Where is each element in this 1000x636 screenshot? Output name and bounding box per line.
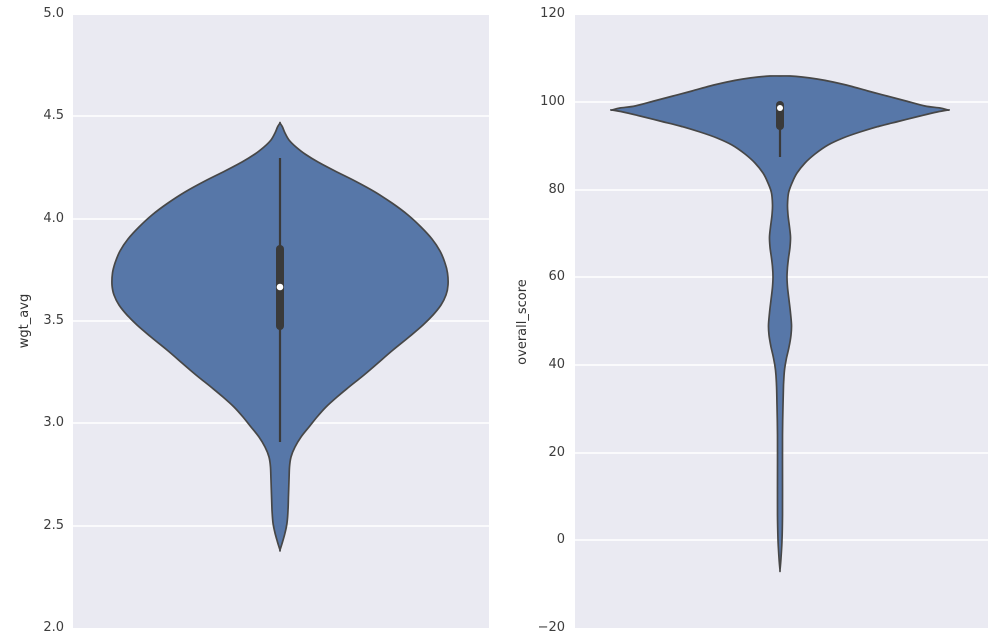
ytick-right-4: 40: [548, 357, 565, 372]
ytick-left-3: 3.5: [43, 313, 64, 328]
ytick-right-7: −20: [537, 620, 565, 635]
ytick-right-5: 20: [548, 445, 565, 460]
median-dot-wgt-avg: [276, 283, 284, 291]
median-dot-overall-score: [777, 105, 783, 111]
axes-panel-wgt-avg: [73, 15, 489, 628]
ytick-right-3: 60: [548, 269, 565, 284]
ytick-left-6: 2.0: [43, 620, 64, 635]
y-axis-label-wgt-avg: wgt_avg: [17, 293, 32, 349]
y-axis-label-overall-score: overall_score: [515, 279, 530, 365]
violin-plot-wgt-avg: [73, 115, 489, 552]
ytick-left-4: 3.0: [43, 415, 64, 430]
ytick-left-1: 4.5: [43, 108, 64, 123]
violin-body-overall-score: [609, 75, 951, 573]
ytick-left-2: 4.0: [43, 211, 64, 226]
ytick-right-1: 100: [540, 94, 565, 109]
ytick-right-0: 120: [540, 6, 565, 21]
ytick-right-2: 80: [548, 182, 565, 197]
ytick-left-5: 2.5: [43, 518, 64, 533]
axes-panel-overall-score: [575, 15, 988, 628]
violin-plot-overall-score: [575, 75, 988, 573]
ytick-right-6: 0: [556, 532, 565, 547]
ytick-left-0: 5.0: [43, 6, 64, 21]
